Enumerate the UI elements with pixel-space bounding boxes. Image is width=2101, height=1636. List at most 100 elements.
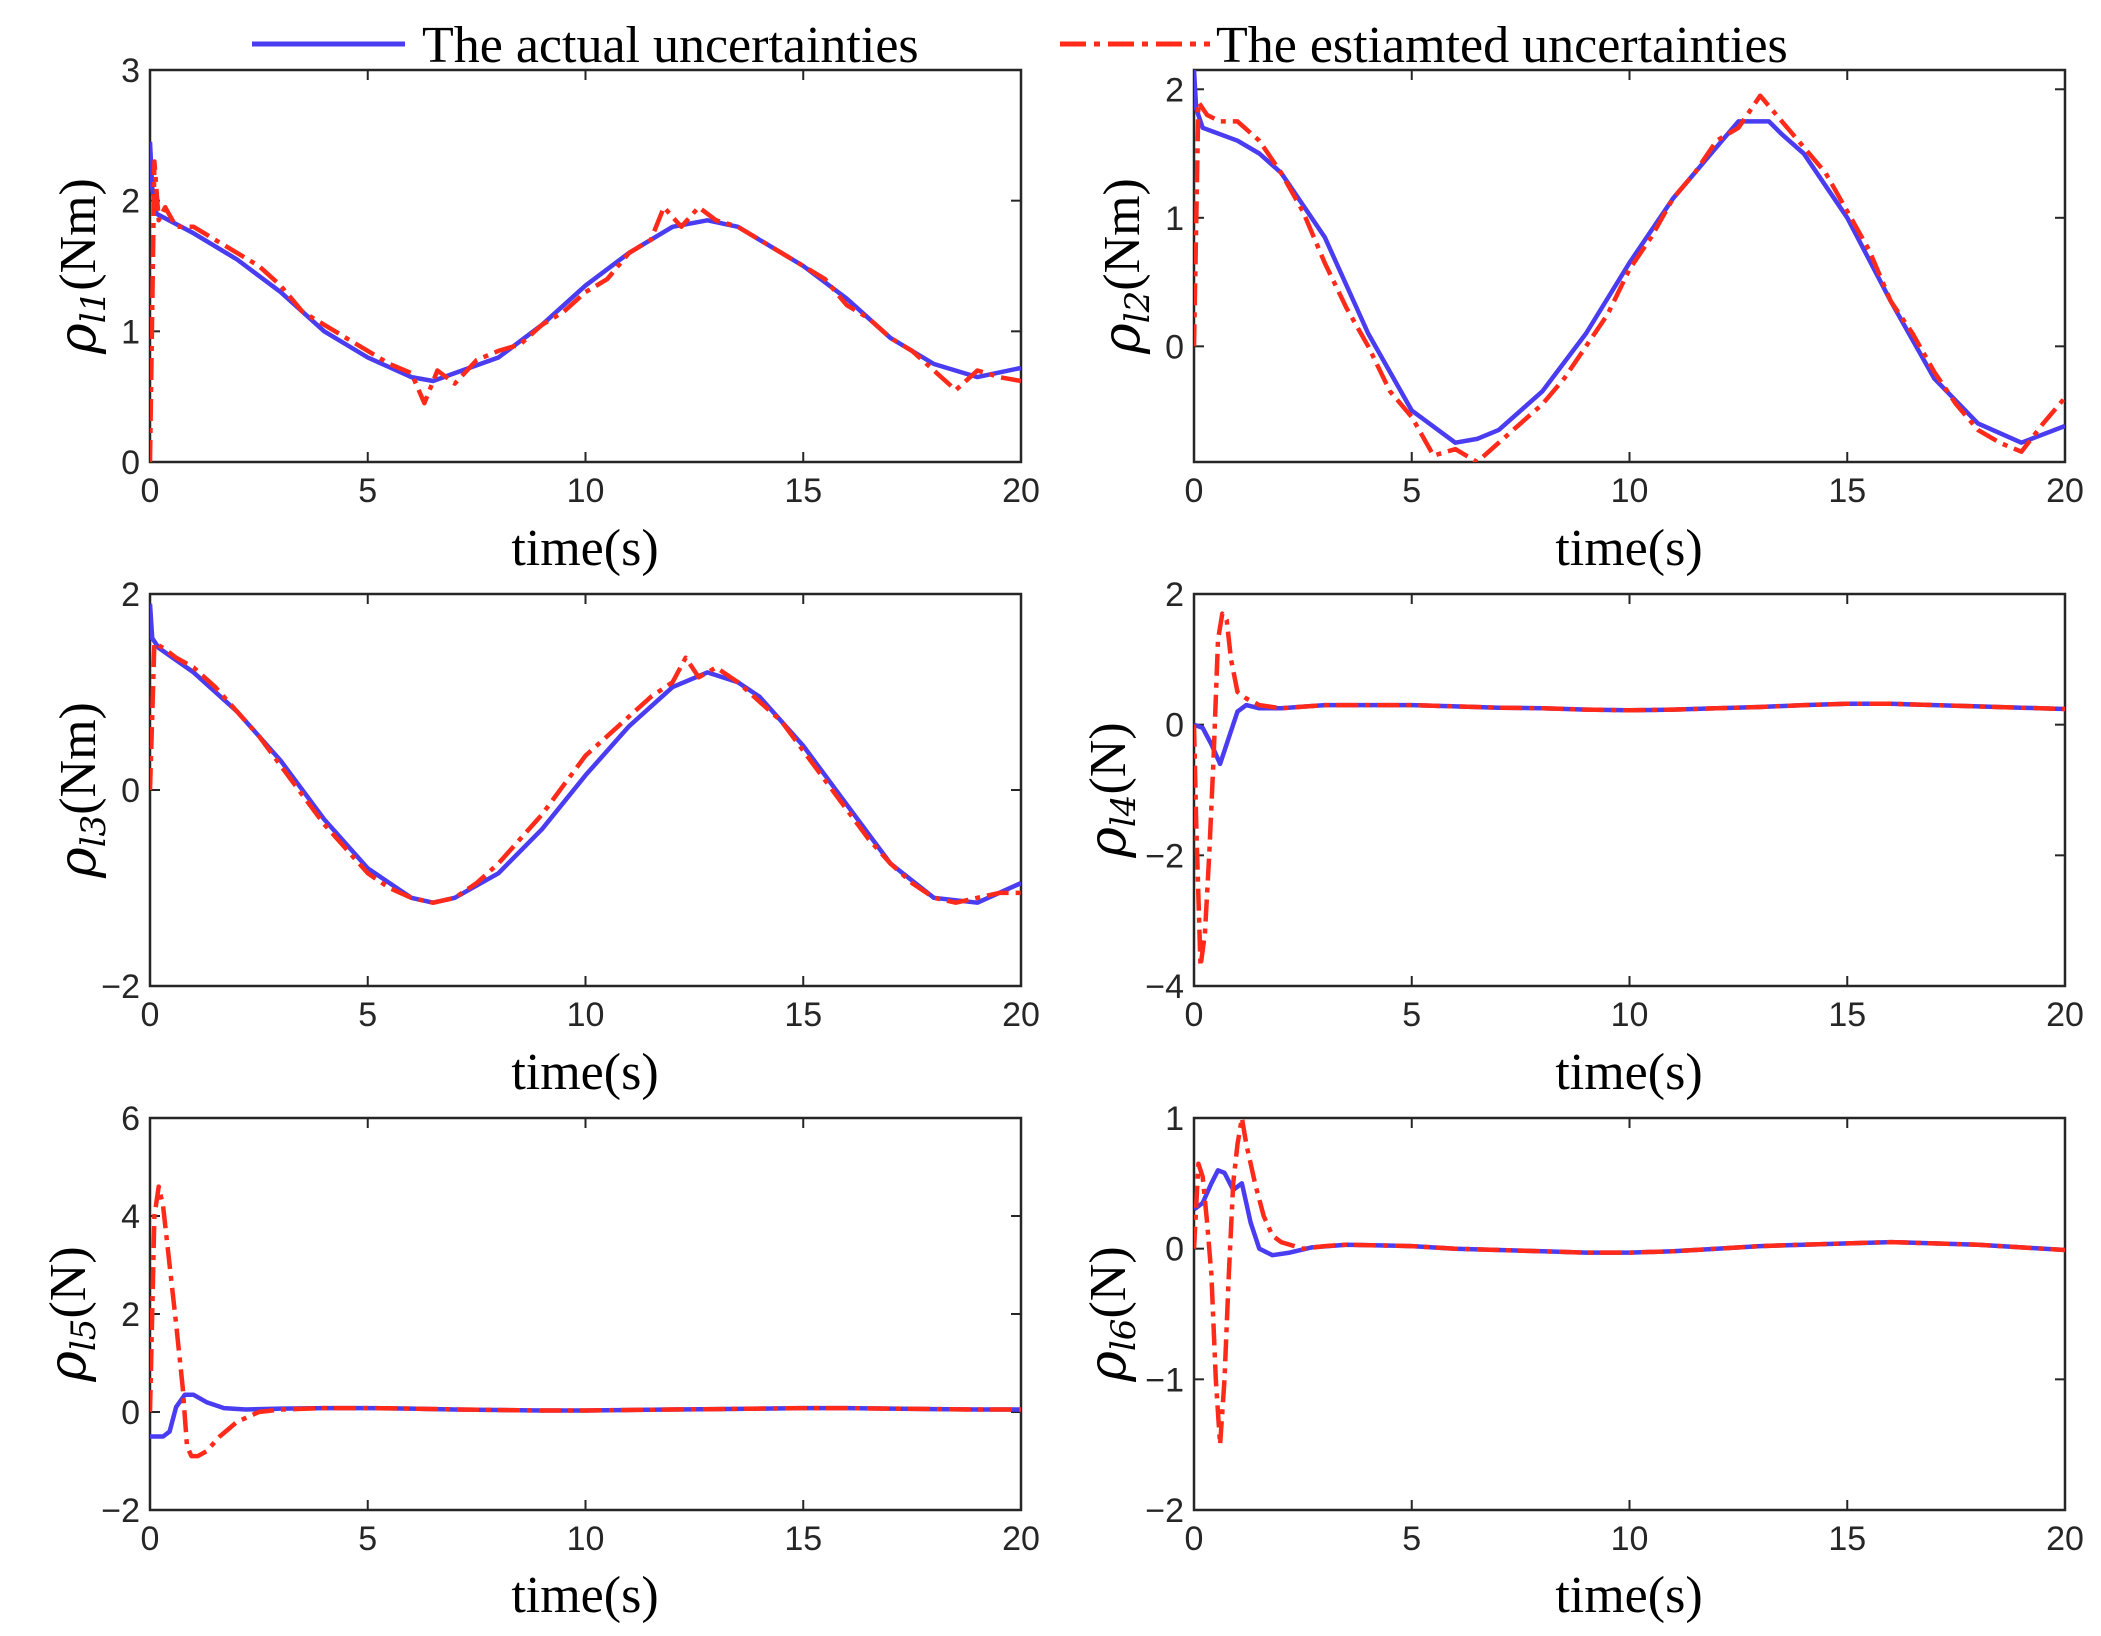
y-axis-title: ρl4(N): [1078, 722, 1144, 858]
x-tick-label: 5: [1402, 472, 1421, 510]
y-ticks: −2 −1 0 1: [1145, 1100, 2065, 1530]
y-tick-label: 0: [121, 1394, 140, 1432]
y-tick-label: 1: [1165, 200, 1184, 238]
y-ticks: 0 1 2 3: [121, 52, 1021, 482]
x-axis-title: time(s): [511, 1044, 658, 1101]
y-tick-label: 3: [121, 52, 140, 90]
y-axis-title: ρl5(N): [38, 1246, 104, 1382]
x-tick-label: 10: [1611, 472, 1649, 510]
x-ticks: 0 5 10 15 20: [141, 594, 1040, 1034]
y-axis-rho: ρ: [1078, 827, 1138, 859]
plot-area: [148, 68, 1023, 464]
y-axis-rho: ρ: [48, 847, 108, 879]
x-axis-title: time(s): [1555, 1044, 1702, 1101]
series-lines: [150, 603, 1021, 905]
x-tick-label: 15: [1828, 472, 1866, 510]
y-axis-rho: ρ: [1092, 323, 1152, 355]
x-axis-title: time(s): [1555, 520, 1702, 577]
series-lines: [1194, 1118, 2065, 1447]
y-ticks: 0 1 2: [1165, 71, 2065, 366]
x-axis-title: time(s): [511, 520, 658, 577]
y-axis-unit: (Nm): [1094, 178, 1151, 291]
x-tick-label: 15: [784, 472, 822, 510]
y-ticks: −4 −2 0 2: [1145, 576, 2065, 1006]
x-tick-label: 5: [358, 1520, 377, 1558]
y-axis-unit: (N): [40, 1246, 97, 1318]
y-tick-label: 2: [121, 576, 140, 614]
y-axis-title: ρl2(Nm): [1092, 178, 1158, 355]
series-line-actual: [1194, 70, 2065, 445]
series-lines: [1194, 70, 2065, 462]
panel-2: 0 5 10 15 20 0 1 2 time(s) ρl2(Nm): [1092, 68, 2084, 577]
plot-area: [148, 592, 1023, 988]
y-axis-unit: (N): [1080, 1246, 1137, 1318]
y-tick-label: 2: [1165, 576, 1184, 614]
x-tick-label: 5: [1402, 1520, 1421, 1558]
y-axis-rho: ρ: [48, 323, 108, 355]
legend-label-estimated: The estiamted uncertainties: [1216, 17, 1788, 74]
x-ticks: 0 5 10 15 20: [1185, 594, 2084, 1034]
y-axis-title: ρl3(Nm): [48, 702, 114, 879]
panel-6: 0 5 10 15 20 −2 −1 0 1 time(s) ρl6(N): [1078, 1100, 2084, 1624]
x-tick-label: 20: [2046, 1520, 2084, 1558]
y-tick-label: 2: [1165, 71, 1184, 109]
x-tick-label: 20: [2046, 472, 2084, 510]
y-axis-rho: ρ: [1078, 1351, 1138, 1383]
y-tick-label: 1: [121, 313, 140, 351]
panel-3: 0 5 10 15 20 −202 time(s) ρl3(Nm): [48, 576, 1040, 1101]
y-tick-label: 0: [121, 772, 140, 810]
y-tick-label: 2: [121, 1296, 140, 1334]
panel-1: 0 5 10 15 20 0 1 2 3 time(s) ρl1(Nm): [48, 52, 1040, 577]
x-tick-label: 5: [1402, 996, 1421, 1034]
x-tick-label: 0: [1185, 1520, 1204, 1558]
x-tick-label: 10: [1611, 1520, 1649, 1558]
x-tick-label: 10: [1611, 996, 1649, 1034]
x-tick-label: 15: [1828, 996, 1866, 1034]
series-lines: [1194, 611, 2065, 969]
y-axis-subscript: l2: [1118, 291, 1158, 324]
plot-area: [1192, 1116, 2067, 1512]
x-tick-label: 20: [1002, 472, 1040, 510]
y-tick-label: −2: [1145, 837, 1184, 875]
x-tick-label: 0: [141, 996, 160, 1034]
y-axis-subscript: l4: [1104, 795, 1144, 828]
y-tick-label: 1: [1165, 1100, 1184, 1138]
x-tick-label: 5: [358, 996, 377, 1034]
series-line-estimated: [1194, 93, 2065, 462]
x-tick-label: 15: [784, 996, 822, 1034]
x-ticks: 0 5 10 15 20: [141, 70, 1040, 510]
y-tick-label: 6: [121, 1100, 140, 1138]
x-tick-label: 0: [1185, 472, 1204, 510]
y-axis-subscript: l6: [1104, 1319, 1144, 1352]
x-axis-title: time(s): [1555, 1567, 1702, 1624]
x-tick-label: 10: [567, 472, 605, 510]
y-axis-unit: (Nm): [50, 178, 107, 291]
x-tick-label: 20: [1002, 1520, 1040, 1558]
y-axis-subscript: l1: [74, 291, 114, 324]
y-axis-subscript: l3: [74, 815, 114, 848]
x-tick-label: 15: [784, 1520, 822, 1558]
legend: The actual uncertainties The estiamted u…: [252, 17, 1788, 74]
y-axis-unit: (N): [1080, 722, 1137, 794]
x-tick-label: 20: [1002, 996, 1040, 1034]
x-tick-label: 10: [567, 1520, 605, 1558]
y-ticks: −2 0 2: [101, 576, 1021, 1006]
series-line-estimated: [1194, 1118, 2065, 1447]
x-tick-label: 20: [2046, 996, 2084, 1034]
x-axis-title: time(s): [511, 1567, 658, 1624]
y-tick-label: −1: [1145, 1361, 1184, 1399]
series-lines: [150, 141, 1021, 462]
y-tick-label: 4: [121, 1198, 140, 1236]
y-axis-title: ρl6(N): [1078, 1246, 1144, 1382]
y-axis-rho: ρ: [38, 1351, 98, 1383]
x-tick-label: 10: [567, 996, 605, 1034]
x-tick-label: 15: [1828, 1520, 1866, 1558]
y-tick-label: −2: [101, 968, 140, 1006]
y-tick-label: 0: [1165, 707, 1184, 745]
y-tick-label: 0: [1165, 1231, 1184, 1269]
x-ticks: 0 5 10 15 20: [1185, 70, 2084, 510]
y-tick-label: −4: [1145, 968, 1184, 1006]
series-lines: [150, 1184, 1021, 1459]
series-line-estimated: [150, 640, 1021, 905]
